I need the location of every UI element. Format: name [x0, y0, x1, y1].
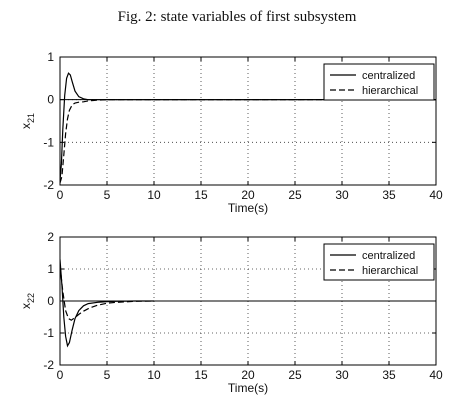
x-tick-label: 40	[429, 368, 443, 382]
y-axis-label-subscript: 21	[26, 113, 36, 123]
plot-frame	[59, 56, 437, 186]
y-tick-label: 2	[47, 230, 54, 244]
x-axis-label: Time(s)	[228, 381, 268, 395]
x-tick-label: 5	[104, 368, 111, 382]
subplot-x22: 0 5 10 15 20 25 30 35 40210-1-2Time(s)x22central…	[19, 230, 443, 395]
x-tick-label: 15	[194, 188, 208, 202]
legend-label-centralized: centralized	[362, 70, 415, 82]
plot-frame	[59, 236, 437, 366]
legend-label-hierarchical: hierarchical	[362, 85, 418, 97]
y-axis-label-subscript: 22	[26, 293, 36, 303]
y-tick-label: -1	[43, 326, 54, 340]
x-tick-label: 40	[429, 188, 443, 202]
series-line-centralized	[60, 259, 154, 348]
legend-box	[323, 243, 435, 281]
x-tick-label: 35	[382, 188, 396, 202]
y-tick-label: 0	[47, 294, 54, 308]
legend-label-hierarchical: hierarchical	[362, 265, 418, 277]
x-tick-label: 35	[382, 368, 396, 382]
x-tick-label: 25	[288, 368, 302, 382]
x-axis-label: Time(s)	[228, 201, 268, 215]
y-axis-label-main: x	[19, 123, 33, 129]
figure-title: Fig. 2: state variables of first subsyst…	[118, 9, 357, 25]
y-tick-label: -2	[43, 358, 54, 372]
legend-box	[323, 63, 435, 101]
y-tick-label: 0	[47, 93, 54, 107]
y-axis-label: x22	[19, 293, 36, 309]
x-tick-label: 20	[241, 188, 255, 202]
y-tick-label: -1	[43, 135, 54, 149]
x-tick-label: 0	[57, 368, 64, 382]
subplot-x21: 0 5 10 15 20 25 30 35 4010-1-2Time(s)x21centrali…	[19, 50, 443, 215]
y-tick-label: -2	[43, 178, 54, 192]
x-tick-label: 30	[335, 188, 349, 202]
x-tick-label: 5	[104, 188, 111, 202]
x-tick-label: 15	[194, 368, 208, 382]
y-tick-label: 1	[47, 262, 54, 276]
series-line-hierarchical	[60, 265, 155, 321]
y-axis-label: x21	[19, 113, 36, 129]
x-tick-label: 30	[335, 368, 349, 382]
y-tick-label: 1	[47, 50, 54, 64]
x-tick-label: 10	[147, 368, 161, 382]
x-tick-label: 10	[147, 188, 161, 202]
x-tick-label: 0	[57, 188, 64, 202]
x-tick-label: 25	[288, 188, 302, 202]
y-axis-label-main: x	[19, 303, 33, 309]
x-tick-label: 20	[241, 368, 255, 382]
legend-label-centralized: centralized	[362, 250, 415, 262]
series-line-hierarchical	[60, 99, 436, 184]
